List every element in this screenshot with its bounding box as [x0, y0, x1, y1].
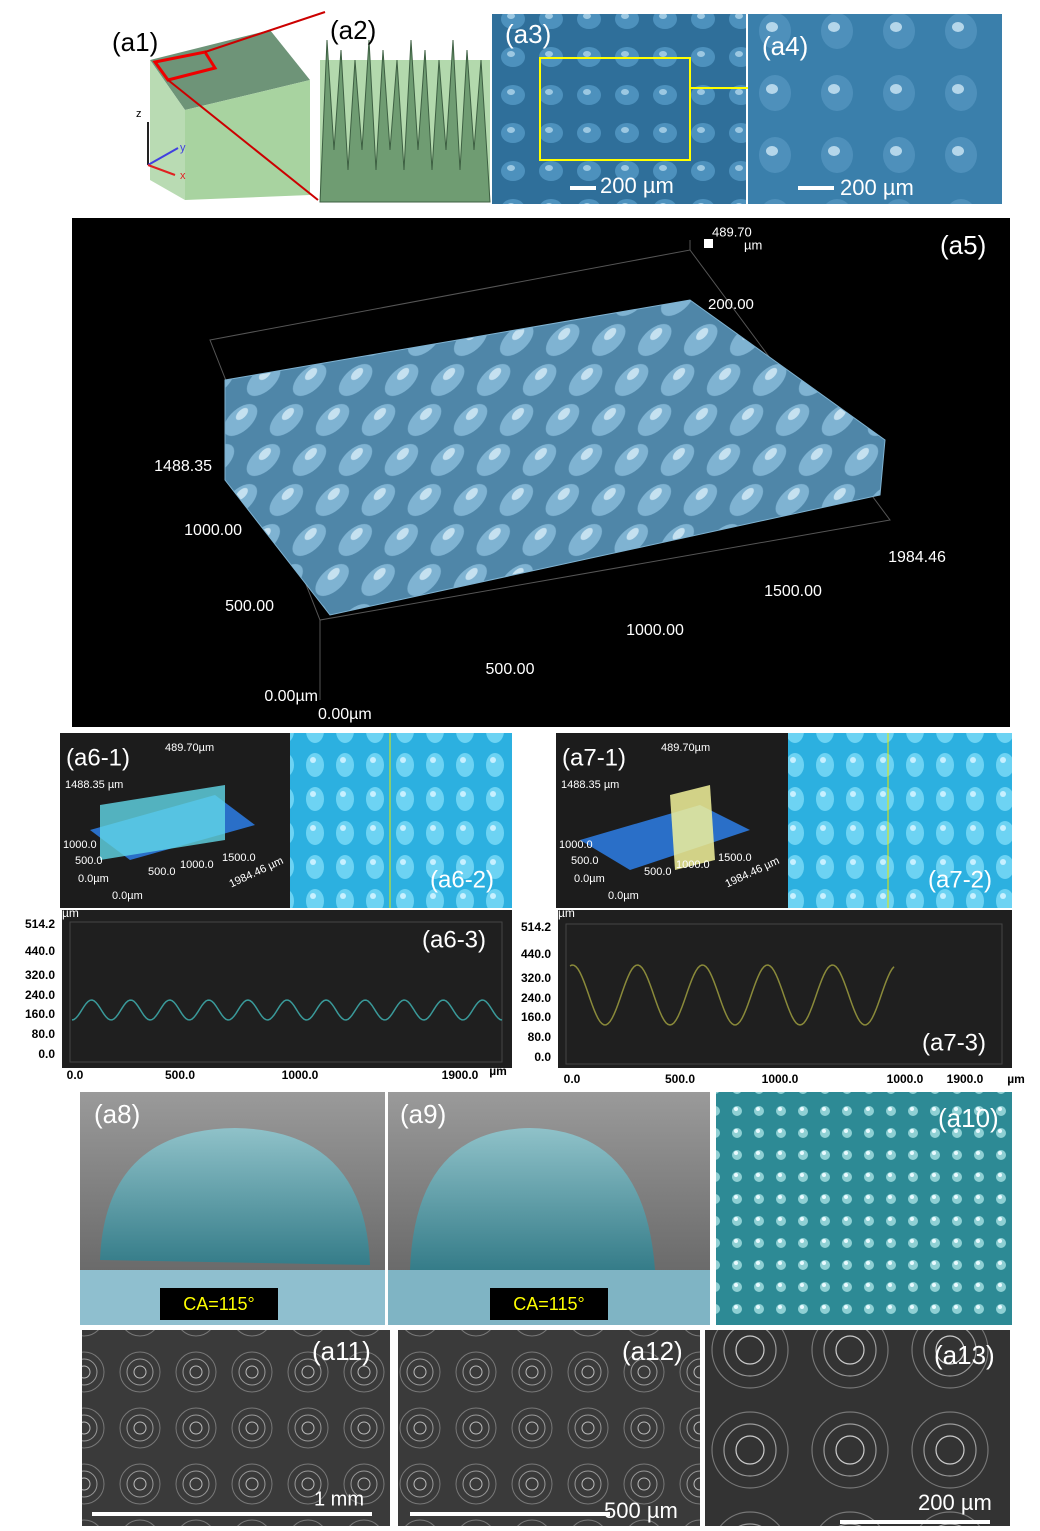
label: 1000.0 — [282, 1068, 319, 1082]
label: 0.0 — [534, 1050, 551, 1064]
label: µm — [62, 906, 79, 920]
label: 200.00 — [708, 296, 754, 313]
label: (a11) — [312, 1336, 371, 1366]
label: 0.0 — [67, 1068, 84, 1082]
label: 1900.0 — [442, 1068, 479, 1082]
label: 440.0 — [521, 947, 551, 961]
scale-bar — [798, 186, 834, 190]
label: 0.0µm — [78, 873, 109, 885]
label: µm — [558, 906, 575, 920]
label: 500.0 — [644, 866, 672, 878]
label: 1000.0 — [180, 859, 214, 871]
label: x — [180, 170, 186, 182]
label: (a12) — [622, 1336, 683, 1366]
label: 0.00µm — [318, 706, 372, 723]
label: 1488.35 — [154, 458, 212, 475]
label: 440.0 — [25, 944, 55, 958]
label: 0.0µm — [608, 890, 639, 902]
label: (a6-1) — [66, 744, 130, 771]
label: 200 µm — [840, 175, 914, 200]
label: (a7-2) — [928, 866, 992, 893]
label: z — [136, 108, 142, 120]
label: µm — [489, 1064, 507, 1078]
label: 500.0 — [665, 1072, 695, 1086]
label: 500.0 — [571, 855, 599, 867]
scale-bar — [92, 1512, 372, 1516]
cube-illustration — [148, 12, 325, 200]
label: 0.0µm — [574, 873, 605, 885]
label: 1488.35 µm — [65, 779, 123, 791]
label: 200 µm — [600, 173, 674, 198]
scale-bar — [570, 186, 596, 190]
label: (a8) — [94, 1099, 140, 1129]
inset-section — [670, 785, 715, 870]
label: 500.0 — [148, 866, 176, 878]
label: µm — [744, 237, 762, 252]
label: 500.0 — [165, 1068, 195, 1082]
label: 1488.35 µm — [561, 779, 619, 791]
label: 1000.0 — [63, 839, 97, 851]
label: µm — [1007, 1072, 1025, 1086]
label: CA=115° — [513, 1294, 584, 1314]
label: 320.0 — [25, 968, 55, 982]
label: 1000.0 — [676, 859, 710, 871]
label: 160.0 — [25, 1007, 55, 1021]
scale-bar — [410, 1512, 610, 1516]
spike-illustration — [320, 40, 490, 202]
label: 500.00 — [225, 598, 274, 615]
label: 1000.0 — [762, 1072, 799, 1086]
label: 80.0 — [528, 1030, 552, 1044]
label: (a9) — [400, 1099, 446, 1129]
label: 1000.0 — [887, 1072, 924, 1086]
label: 500 µm — [604, 1498, 678, 1523]
label: 1000.00 — [184, 522, 242, 539]
label: 80.0 — [32, 1027, 56, 1041]
label: 1000.0 — [559, 839, 593, 851]
label: 1 mm — [314, 1488, 364, 1510]
label: (a10) — [938, 1103, 999, 1133]
label: (a1) — [112, 27, 158, 57]
label: 240.0 — [25, 988, 55, 1002]
label: 1984.46 — [888, 549, 946, 566]
label: 0.0 — [38, 1047, 55, 1061]
label: 500.0 — [75, 855, 103, 867]
label: 500.00 — [486, 661, 535, 678]
label: 1900.0 — [947, 1072, 984, 1086]
label: (a6-2) — [430, 866, 494, 893]
label: (a7-3) — [922, 1029, 986, 1056]
label: 320.0 — [521, 971, 551, 985]
label: 0.0 — [564, 1072, 581, 1086]
label: (a7-1) — [562, 744, 626, 771]
label: 200 µm — [918, 1490, 992, 1515]
scale-bar — [840, 1520, 990, 1524]
label: (a4) — [762, 31, 808, 61]
label: 514.2 — [25, 917, 55, 931]
label: 0.00µm — [264, 688, 318, 705]
label: 1500.0 — [718, 852, 752, 864]
figure: (a1) z y x (a2) (a3) 200 µm (a4) 200 µm (a5) 489.7… — [0, 0, 1040, 1526]
label: (a13) — [934, 1340, 995, 1370]
label: 489.70µm — [661, 742, 710, 754]
height-marker — [704, 239, 713, 248]
label: 0.0µm — [112, 890, 143, 902]
label: 1500.0 — [222, 852, 256, 864]
label: (a2) — [330, 15, 376, 45]
label: (a6-3) — [422, 926, 486, 953]
label: 1000.00 — [626, 622, 684, 639]
label: (a5) — [940, 230, 986, 260]
label: (a3) — [505, 19, 551, 49]
label: y — [180, 142, 186, 154]
label: 160.0 — [521, 1010, 551, 1024]
label: CA=115° — [183, 1294, 254, 1314]
label: 1500.00 — [764, 583, 822, 600]
label: 240.0 — [521, 991, 551, 1005]
label: 489.70µm — [165, 742, 214, 754]
label: 514.2 — [521, 920, 551, 934]
